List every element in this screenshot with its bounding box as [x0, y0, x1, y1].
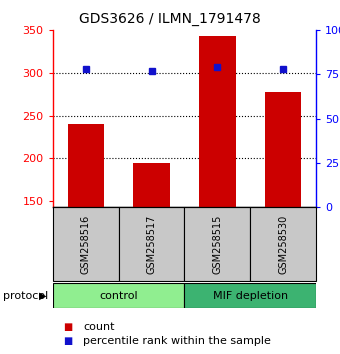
Text: MIF depletion: MIF depletion — [213, 291, 288, 301]
Bar — [184, 207, 250, 281]
Text: control: control — [99, 291, 138, 301]
Text: count: count — [83, 322, 115, 332]
Text: protocol: protocol — [3, 291, 49, 301]
Bar — [250, 207, 316, 281]
Bar — [265, 92, 301, 207]
Text: GSM258530: GSM258530 — [278, 215, 288, 274]
Text: GSM258515: GSM258515 — [212, 215, 222, 274]
Text: percentile rank within the sample: percentile rank within the sample — [83, 336, 271, 346]
Bar — [184, 283, 316, 308]
Bar — [68, 124, 104, 207]
Text: GSM258516: GSM258516 — [81, 215, 91, 274]
Bar — [133, 162, 170, 207]
Text: GDS3626 / ILMN_1791478: GDS3626 / ILMN_1791478 — [79, 12, 261, 27]
Text: ▶: ▶ — [39, 291, 47, 301]
Bar — [53, 283, 184, 308]
Text: ■: ■ — [63, 322, 72, 332]
Text: ■: ■ — [63, 336, 72, 346]
Text: GSM258517: GSM258517 — [147, 215, 156, 274]
Bar — [53, 207, 119, 281]
Bar — [199, 36, 236, 207]
Bar — [119, 207, 184, 281]
